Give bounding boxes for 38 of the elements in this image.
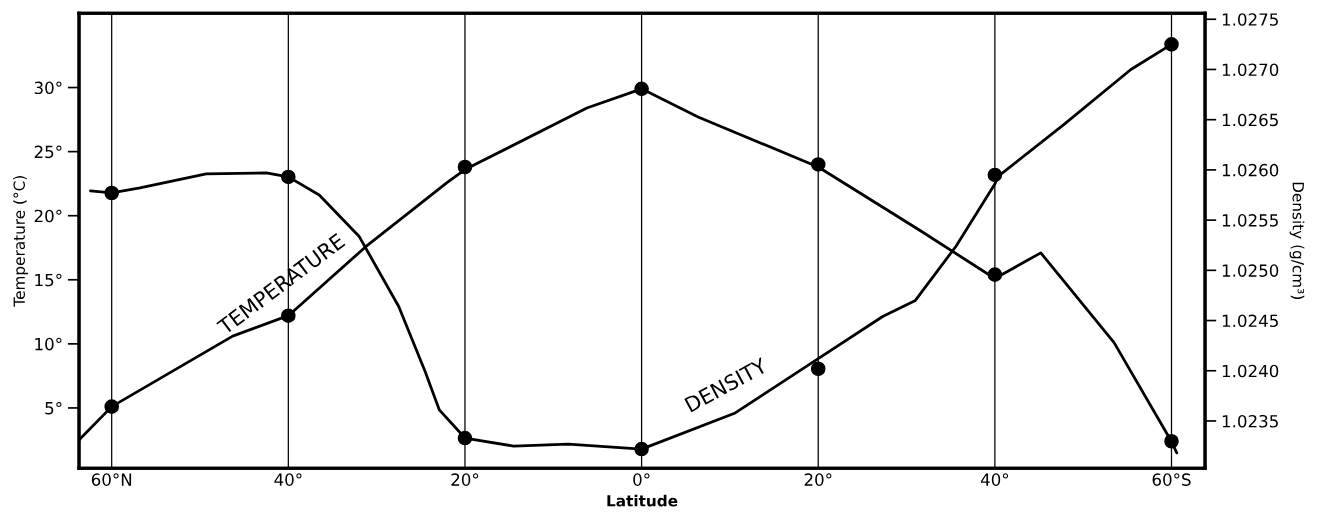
y2-tick-label: 1.0255 <box>1222 214 1278 227</box>
point <box>634 81 649 97</box>
y2-axis-title: Density (g/cm³) <box>1289 182 1305 299</box>
y-tick-label: 10° <box>35 337 62 351</box>
point <box>457 430 473 446</box>
y2-tick-label: 1.0265 <box>1222 113 1278 127</box>
y2-tick-label: 1.0270 <box>1222 63 1279 77</box>
y2-tick-label: 1.0245 <box>1222 314 1278 328</box>
y2-tick-label: 1.0235 <box>1222 414 1278 428</box>
point <box>104 399 119 414</box>
x-tick-label: 60°S <box>1152 473 1191 486</box>
y2-tick-label: 1.0260 <box>1222 163 1279 177</box>
y2-tick-label: 1.0250 <box>1222 264 1279 277</box>
x-tick-label: 40° <box>274 473 302 486</box>
point <box>1164 433 1179 449</box>
point <box>1164 37 1179 52</box>
point <box>810 157 826 172</box>
x-tick-label: 20° <box>804 473 832 486</box>
x-tick-label: 20° <box>451 473 479 486</box>
point <box>104 185 119 201</box>
y-tick-label: 25° <box>34 145 62 159</box>
y-tick-label: 15° <box>35 273 62 287</box>
point <box>634 441 649 457</box>
y-tick-label: 20° <box>34 209 62 223</box>
point <box>281 169 296 185</box>
y-tick-label: 30° <box>34 81 62 95</box>
point <box>457 159 473 175</box>
x-axis-title: Latitude <box>607 494 678 507</box>
y-axis-title: Temperature (°C) <box>13 176 28 307</box>
x-tick-label: 0° <box>633 473 650 486</box>
x-tick-label: 60°N <box>91 473 132 486</box>
point <box>987 267 1003 282</box>
point <box>987 167 1003 183</box>
y-tick-label: 5° <box>45 401 62 415</box>
x-tick-label: 40° <box>980 473 1009 486</box>
y2-tick-label: 1.0275 <box>1222 13 1278 26</box>
point <box>810 361 826 377</box>
y2-tick-label: 1.0240 <box>1222 364 1279 378</box>
